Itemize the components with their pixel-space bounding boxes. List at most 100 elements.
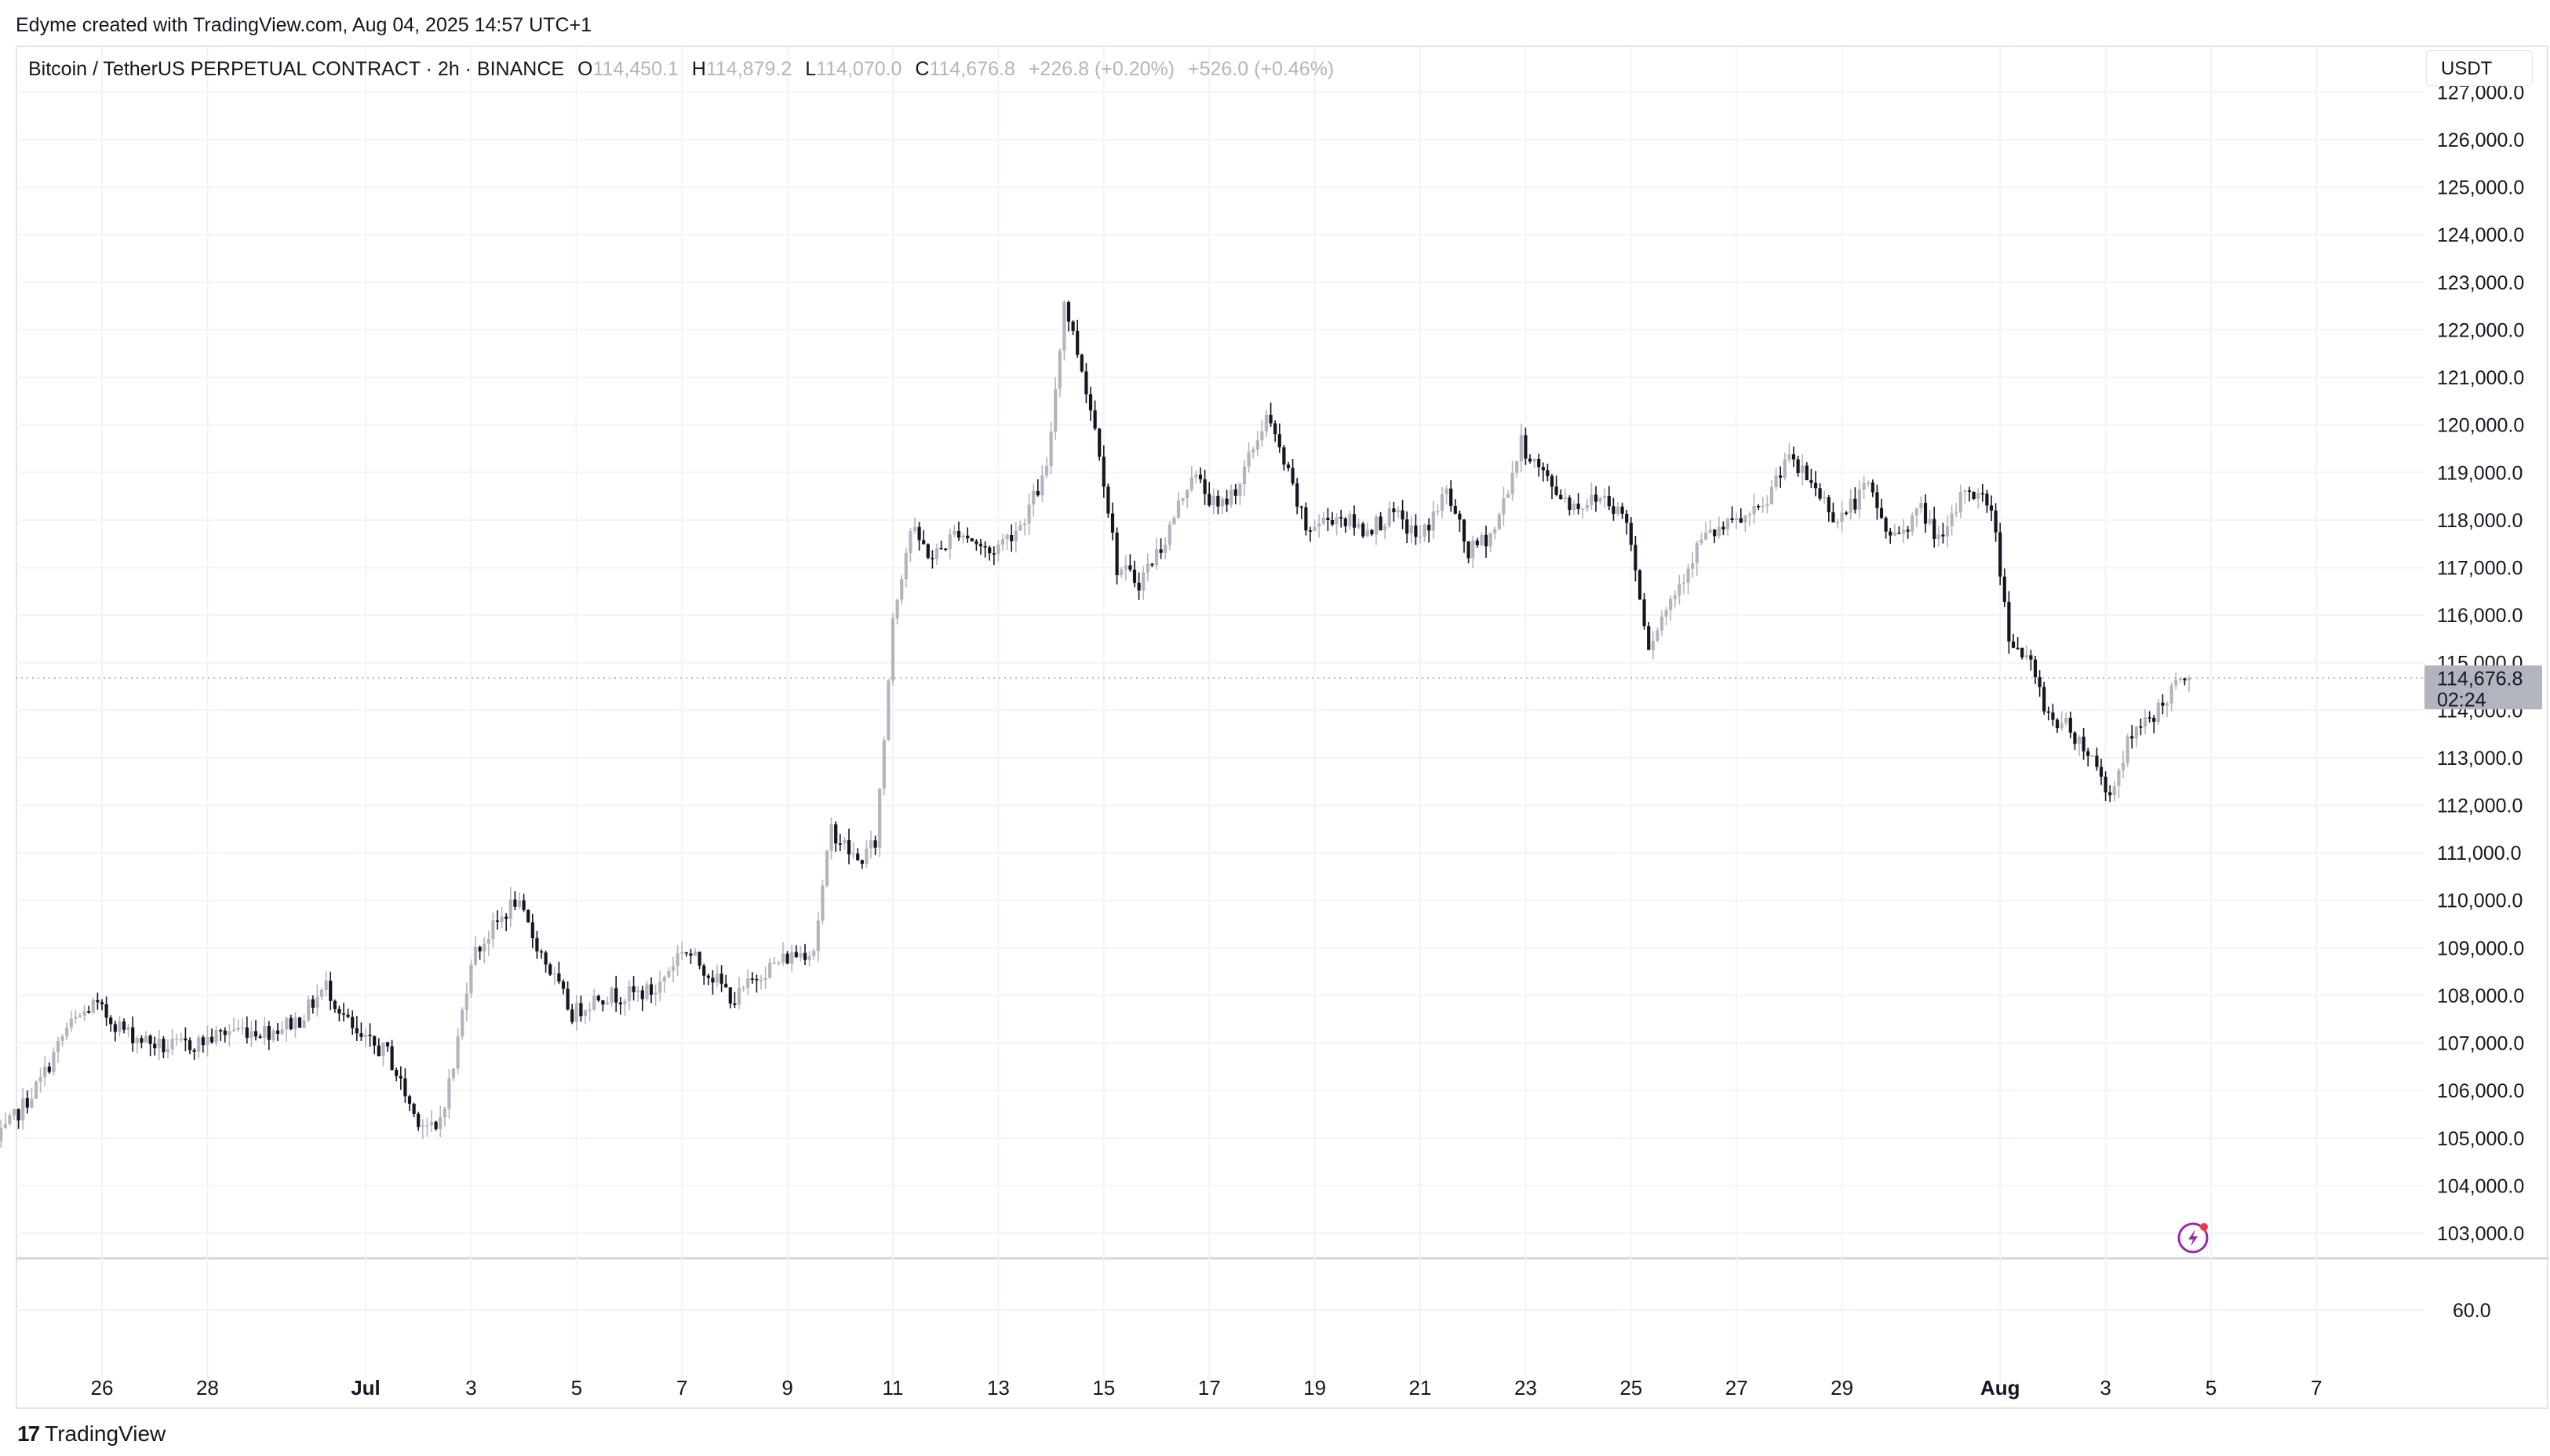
candle — [1440, 486, 1444, 519]
candle — [2046, 706, 2050, 721]
candle-body — [2051, 712, 2055, 720]
candle-body — [1098, 428, 1102, 457]
price-tick-label: 125,000.0 — [2437, 177, 2524, 199]
candle — [500, 906, 504, 929]
candle — [1506, 490, 1510, 498]
candle — [1216, 490, 1220, 515]
candle — [1752, 493, 1756, 525]
candle — [1634, 536, 1637, 582]
candle — [219, 1028, 223, 1042]
candle — [1919, 496, 1923, 514]
candle-body — [922, 540, 926, 544]
candle — [228, 1024, 231, 1046]
candle-body — [1933, 519, 1936, 539]
candle-body — [2099, 766, 2104, 777]
candle — [649, 977, 654, 1003]
candle — [944, 548, 948, 551]
candle — [1708, 519, 1712, 534]
candle — [1590, 482, 1594, 511]
candle-body — [1211, 496, 1215, 506]
candle — [513, 891, 517, 911]
candle — [1168, 521, 1171, 551]
candle-body — [253, 1031, 258, 1037]
candle-body — [891, 618, 895, 681]
candle-body — [1396, 510, 1401, 512]
candle — [2002, 568, 2006, 607]
symbol-name[interactable]: Bitcoin / TetherUS PERPETUAL CONTRACT · … — [28, 58, 565, 80]
candle-body — [1066, 302, 1071, 322]
candle-body — [1875, 492, 1879, 508]
candle-body — [1681, 583, 1686, 584]
candle-body — [1401, 510, 1404, 520]
tradingview-logo[interactable]: 17 TradingView — [17, 1421, 166, 1447]
candle — [1502, 486, 1506, 526]
candle-body — [16, 1108, 20, 1121]
candle — [1691, 551, 1695, 578]
candle — [1779, 466, 1783, 488]
candle — [1128, 554, 1132, 572]
candle — [1264, 410, 1269, 438]
candle — [632, 976, 636, 1001]
candle — [1933, 507, 1936, 548]
candle-body — [570, 1009, 574, 1022]
candle-body — [1743, 515, 1747, 523]
candle-body — [557, 973, 561, 982]
candle-body — [1506, 493, 1510, 498]
candle-body — [1550, 475, 1554, 487]
candle-body — [461, 1010, 464, 1037]
bolt-shape — [2188, 1229, 2198, 1247]
candle-body — [2126, 736, 2129, 763]
change-value: +226.8 (+0.20%) — [1028, 58, 1175, 80]
candle — [2139, 718, 2143, 736]
candle-body — [1769, 487, 1774, 504]
time-tick-label: 7 — [676, 1376, 687, 1400]
candle — [1488, 532, 1492, 552]
candle — [118, 1016, 122, 1037]
candle — [856, 848, 860, 861]
candle-body — [623, 1001, 627, 1005]
candle-body — [1703, 532, 1708, 540]
candle-body — [856, 854, 860, 861]
candle-body — [1299, 506, 1303, 508]
candle — [1010, 524, 1014, 552]
currency-unit-button[interactable]: USDT — [2426, 50, 2533, 86]
candle — [1005, 533, 1009, 550]
candle-body — [1264, 414, 1269, 431]
candle — [25, 1090, 29, 1114]
candle — [1550, 473, 1554, 500]
candle-body — [948, 534, 952, 550]
candle-body — [988, 547, 992, 554]
candle — [319, 988, 324, 1001]
candle — [834, 821, 838, 852]
candle-body — [1823, 497, 1827, 499]
candle — [1637, 569, 1642, 601]
candle — [341, 1003, 346, 1022]
candle — [184, 1027, 188, 1051]
candle — [640, 985, 644, 1012]
candle — [614, 975, 618, 1012]
candle — [1568, 495, 1572, 516]
candle-body — [1827, 497, 1831, 512]
candle-body — [1730, 518, 1734, 520]
candle — [887, 679, 891, 741]
candle — [175, 1033, 179, 1046]
candle — [1686, 563, 1690, 595]
candle — [1110, 502, 1115, 541]
candle-body — [548, 964, 552, 975]
candle — [447, 1069, 451, 1119]
candle — [825, 849, 829, 888]
lightning-badge-icon[interactable] — [2177, 1222, 2209, 1254]
candle-body — [530, 922, 534, 938]
candle-body — [1620, 506, 1624, 514]
candle-body — [632, 986, 636, 992]
candle-body — [69, 1018, 73, 1028]
candle-body — [456, 1036, 460, 1068]
chart-caption: Edyme created with TradingView.com, Aug … — [16, 14, 592, 36]
candle-body — [1787, 454, 1791, 460]
candle-body — [1691, 563, 1695, 569]
candle — [1892, 524, 1896, 537]
candle — [1066, 300, 1071, 332]
candle-body — [2095, 755, 2099, 767]
candle-body — [2139, 726, 2143, 728]
